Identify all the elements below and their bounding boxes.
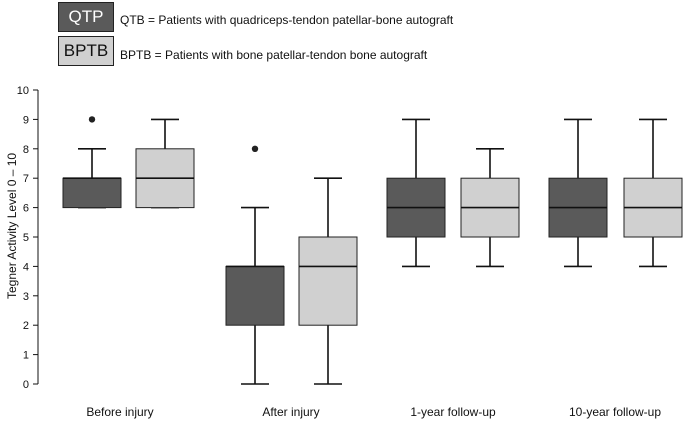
box-qtp bbox=[225, 265, 285, 326]
legend-bptb-description: BPTB = Patients with bone patellar-tendo… bbox=[120, 48, 428, 62]
y-tick-label: 1 bbox=[23, 350, 29, 362]
x-category-label: Before injury bbox=[86, 405, 153, 419]
y-tick-label: 9 bbox=[23, 114, 29, 126]
y-tick-label: 8 bbox=[23, 144, 29, 156]
x-category-label: After injury bbox=[262, 405, 319, 419]
outlier-point-qtp bbox=[88, 116, 96, 123]
outlier-point-qtp bbox=[251, 145, 259, 152]
y-tick-label: 7 bbox=[23, 173, 29, 185]
y-tick-label: 5 bbox=[23, 232, 29, 244]
y-tick-label: 6 bbox=[23, 203, 29, 215]
y-tick-label: 3 bbox=[23, 291, 29, 303]
y-tick-label: 10 bbox=[17, 85, 29, 97]
legend-bptb-swatch: BPTB bbox=[58, 36, 114, 66]
x-category-label: 1-year follow-up bbox=[410, 405, 496, 419]
legend-qtp-swatch: QTP bbox=[58, 2, 114, 32]
y-tick-label: 2 bbox=[23, 320, 29, 332]
legend-qtp-label: QTP bbox=[68, 7, 104, 26]
legend-qtp-description: QTB = Patients with quadriceps-tendon pa… bbox=[120, 13, 454, 27]
y-tick-label: 4 bbox=[23, 261, 29, 273]
y-tick-label: 0 bbox=[23, 379, 29, 391]
box-qtp bbox=[62, 177, 122, 209]
legend-bptb-label: BPTB bbox=[63, 41, 109, 60]
x-category-label: 10-year follow-up bbox=[569, 405, 661, 419]
box-bptb bbox=[298, 236, 358, 326]
